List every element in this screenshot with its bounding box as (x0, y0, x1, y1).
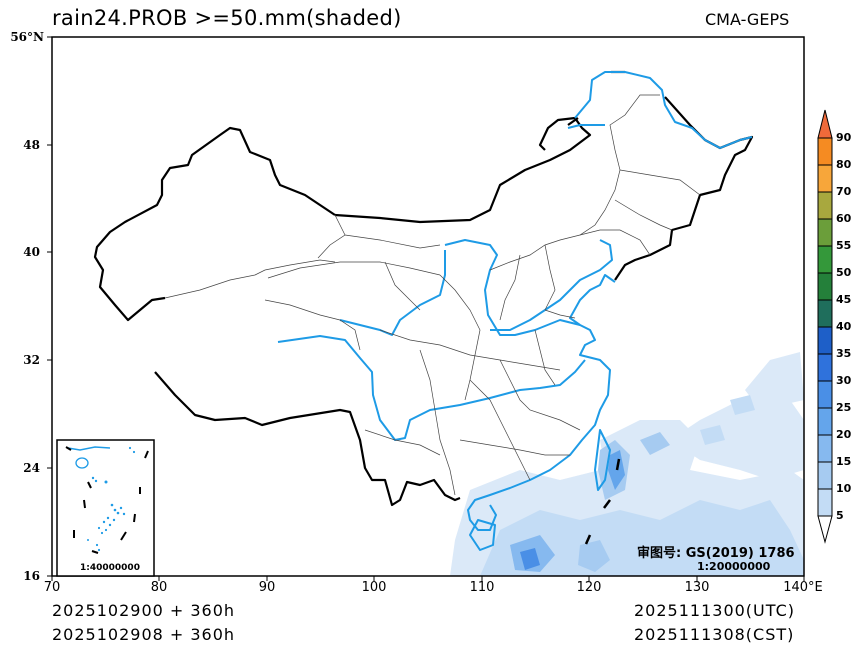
colorbar-label-25: 25 (836, 401, 852, 414)
x-tick-90: 90 (258, 580, 276, 595)
colorbar-label-35: 35 (836, 347, 852, 360)
colorbar-label-90: 90 (836, 131, 852, 144)
colorbar-label-5: 5 (836, 509, 844, 522)
colorbar-label-30: 30 (836, 374, 852, 387)
colorbar-label-55: 55 (836, 239, 852, 252)
main-map-scale: 1:20000000 (697, 560, 771, 573)
x-tick-140: 140°E (783, 580, 823, 595)
colorbar (817, 109, 833, 544)
valid-time-cst: 2025111308(CST) (634, 625, 795, 644)
chart-title: rain24.PROB >=50.mm(shaded) (52, 6, 402, 30)
x-tick-70: 70 (43, 580, 61, 595)
colorbar-label-80: 80 (836, 158, 852, 171)
colorbar-label-15: 15 (836, 455, 852, 468)
approval-number: 审图号: GS(2019) 1786 (637, 546, 795, 561)
model-label: CMA-GEPS (705, 10, 790, 29)
init-time-utc: 2025102900 + 360h (52, 601, 236, 620)
provincial-boundaries (164, 94, 701, 496)
colorbar-label-45: 45 (836, 293, 852, 306)
axis-ticks (47, 36, 805, 581)
south-china-sea-inset (56, 439, 155, 577)
init-time-cst: 2025102908 + 360h (52, 625, 236, 644)
colorbar-label-10: 10 (836, 482, 852, 495)
inset-map-scale: 1:40000000 (80, 563, 140, 573)
probability-shading (450, 352, 804, 576)
y-tick-16: 16 (23, 569, 40, 583)
y-tick-24: 24 (23, 461, 40, 475)
y-tick-48: 48 (23, 138, 40, 152)
colorbar-label-70: 70 (836, 185, 852, 198)
colorbar-label-20: 20 (836, 428, 852, 441)
x-tick-80: 80 (150, 580, 168, 595)
x-tick-110: 110 (469, 580, 495, 595)
valid-time-utc: 2025111300(UTC) (634, 601, 795, 620)
x-tick-130: 130 (684, 580, 710, 595)
dashed-boundary (584, 458, 621, 545)
x-tick-100: 100 (361, 580, 387, 595)
colorbar-label-40: 40 (836, 320, 852, 333)
plot-frame (51, 36, 805, 577)
y-tick-40: 40 (23, 245, 40, 259)
x-tick-120: 120 (576, 580, 602, 595)
colorbar-label-50: 50 (836, 266, 852, 279)
y-tick-32: 32 (23, 353, 40, 367)
colorbar-label-60: 60 (836, 212, 852, 225)
rivers-coastline (277, 71, 753, 551)
y-tick-56: 56°N (10, 30, 44, 44)
